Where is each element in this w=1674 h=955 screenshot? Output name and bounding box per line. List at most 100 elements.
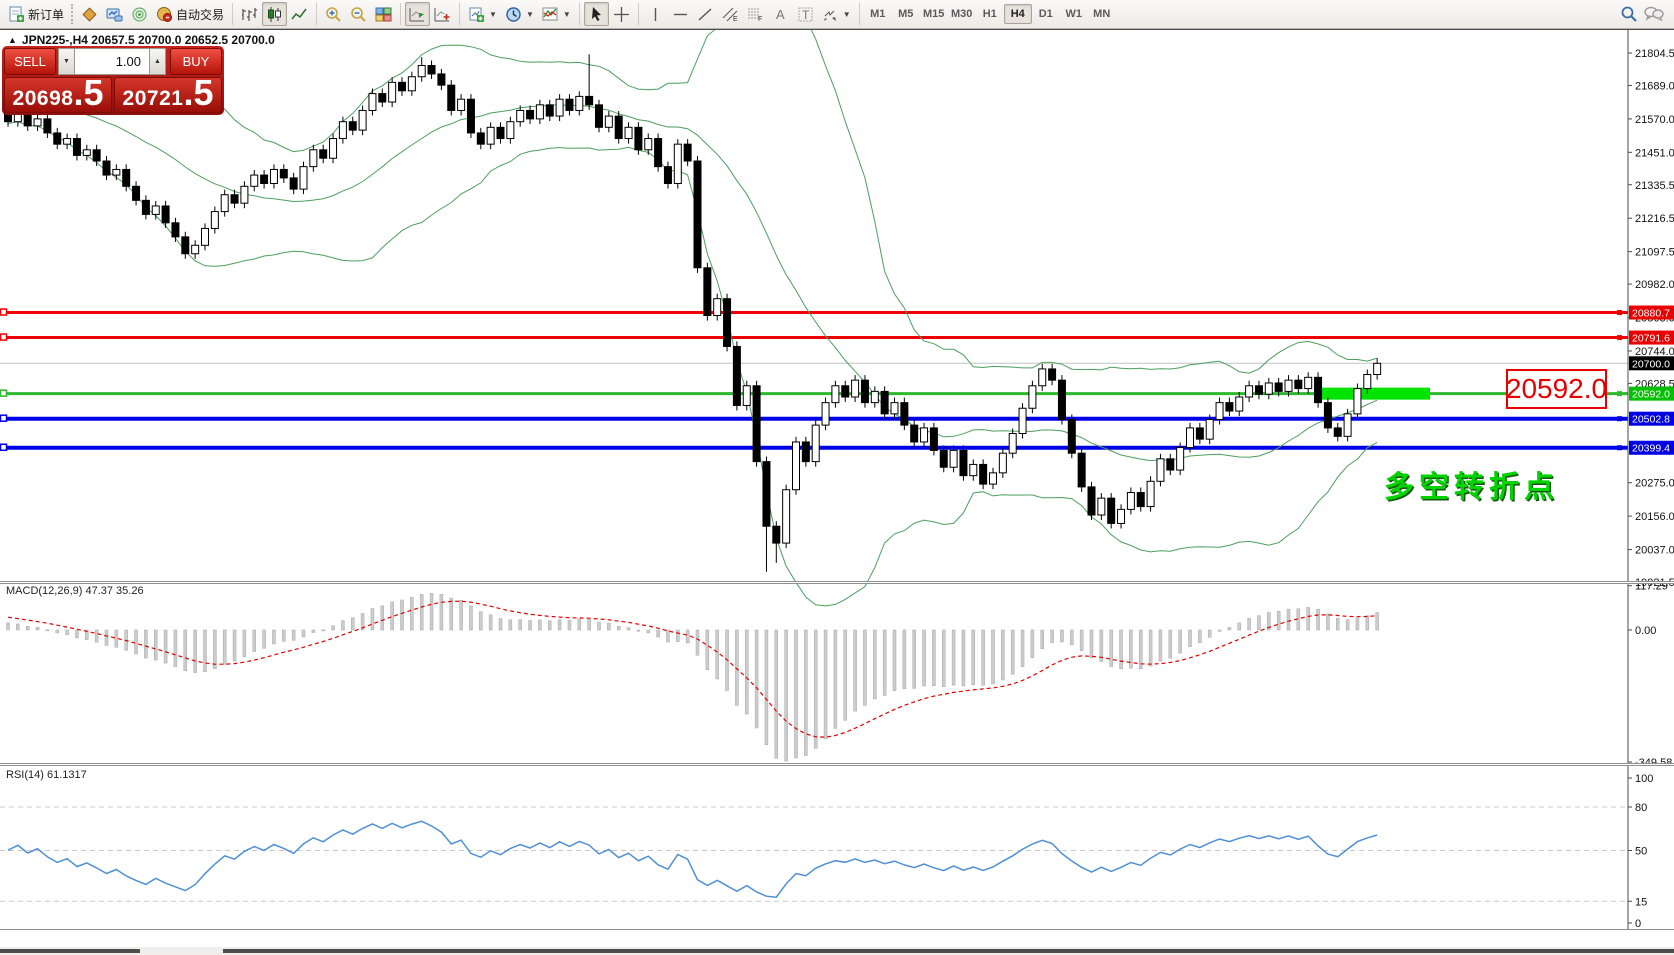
sell-price-display[interactable]: 20698 .5 <box>4 75 112 113</box>
volume-input[interactable]: 1.00 <box>75 48 149 75</box>
price-tag[interactable]: 20502.8 <box>1629 411 1674 426</box>
toolbar-separator <box>316 3 318 25</box>
crosshair-button[interactable] <box>609 2 634 26</box>
fibonacci-button[interactable]: F <box>743 2 768 26</box>
svg-text:21689.0: 21689.0 <box>1635 80 1674 92</box>
macd-signal-line <box>7 600 1378 738</box>
arrows-button[interactable]: ▼ <box>818 2 855 26</box>
tab-timeframe-w1[interactable]: W1 <box>1065 8 1082 20</box>
macd-label: MACD(12,26,9) 47.37 35.26 <box>6 585 144 597</box>
svg-text:21335.5: 21335.5 <box>1635 180 1674 192</box>
price-tag[interactable]: 20791.6 <box>1629 330 1674 345</box>
auto-scroll-button[interactable] <box>405 2 431 26</box>
text-button[interactable]: A <box>768 2 793 26</box>
equidistant-channel-button[interactable]: E <box>718 2 743 26</box>
chart-line-icon <box>291 6 308 23</box>
bollinger-middle-band <box>7 102 1378 462</box>
autotrade-button[interactable]: 自动交易 <box>152 2 228 26</box>
rsi-panel-separator[interactable] <box>0 763 1674 766</box>
support-highlight-rect[interactable] <box>1320 387 1430 400</box>
buy-price-display[interactable]: 20721 .5 <box>114 75 222 113</box>
trendline-button[interactable] <box>693 2 718 26</box>
zoom-out-button[interactable] <box>346 2 371 26</box>
sell-button[interactable]: SELL <box>4 48 56 75</box>
toolbar-separator <box>637 3 639 25</box>
cursor-button[interactable] <box>583 2 609 26</box>
zoom-out-icon <box>350 6 367 23</box>
buy-button[interactable]: BUY <box>170 48 222 75</box>
market-watch-icon <box>106 6 123 23</box>
price-annotation-box[interactable]: 20592.0 <box>1506 369 1607 409</box>
macd-panel-separator[interactable] <box>0 581 1674 584</box>
chart-bars-icon <box>241 6 258 23</box>
svg-text:20700.0: 20700.0 <box>1632 358 1670 370</box>
community-chat-icon[interactable] <box>1644 5 1664 23</box>
new-order-button[interactable]: 新订单 <box>4 2 68 26</box>
svg-text:20791.6: 20791.6 <box>1632 333 1670 345</box>
tile-windows-button[interactable] <box>371 2 396 26</box>
rsi-label: RSI(14) 61.1317 <box>6 769 87 781</box>
svg-text:20275.0: 20275.0 <box>1635 478 1674 490</box>
toolbar-separator <box>232 3 234 25</box>
new-chart-button[interactable]: ▼ <box>464 2 501 26</box>
candles-layer <box>4 54 1382 572</box>
dropdown-caret: ▼ <box>842 9 851 19</box>
tab-timeframe-h4[interactable]: H4 <box>1003 4 1032 24</box>
chart-candles-button[interactable] <box>262 2 288 26</box>
zoom-in-button[interactable] <box>321 2 346 26</box>
buy-price-int: 20721 <box>122 87 184 110</box>
new-order-icon <box>8 6 25 23</box>
macd-panel: 117.290.00-349.58 <box>1627 581 1672 769</box>
profile-button[interactable] <box>77 2 102 26</box>
tab-timeframe-m15[interactable]: M15 <box>923 8 945 20</box>
scrollbar-thumb[interactable] <box>223 949 1674 953</box>
horizontal-scrollbar[interactable] <box>0 947 1674 955</box>
svg-text:21451.0: 21451.0 <box>1635 147 1674 159</box>
price-tag[interactable]: 20700.0 <box>1629 356 1674 371</box>
price-tag[interactable]: 20880.7 <box>1629 305 1674 320</box>
horizontal-line-icon <box>672 6 689 23</box>
tab-timeframe-m5[interactable]: M5 <box>898 8 914 20</box>
time-axis[interactable] <box>0 931 1674 947</box>
volume-decrease-button[interactable]: ▼ <box>58 48 75 75</box>
autotrade-icon <box>156 6 173 23</box>
price-tag[interactable]: 20592.0 <box>1629 386 1674 401</box>
tab-timeframe-m1[interactable]: M1 <box>870 8 886 20</box>
signals-button[interactable] <box>127 2 152 26</box>
periods-button[interactable]: ▼ <box>501 2 538 26</box>
signals-icon <box>131 6 148 23</box>
price-tag[interactable]: 20399.4 <box>1629 440 1674 455</box>
svg-text:21804.5: 21804.5 <box>1635 48 1674 60</box>
new-chart-icon <box>468 6 485 23</box>
tab-timeframe-d1[interactable]: D1 <box>1038 8 1053 20</box>
turning-point-note[interactable]: 多空转折点 <box>1384 471 1559 504</box>
svg-text:E: E <box>733 16 738 23</box>
search-icon[interactable] <box>1620 5 1638 23</box>
svg-text:T: T <box>802 8 810 22</box>
chart-candles-icon <box>266 6 283 23</box>
svg-text:20592.0: 20592.0 <box>1632 389 1670 401</box>
collapse-triangle-icon[interactable]: ▲ <box>8 35 17 45</box>
market-watch-button[interactable] <box>102 2 127 26</box>
toolbar-separator <box>858 3 860 25</box>
indicators-icon <box>542 6 559 23</box>
text-label-icon: T <box>797 6 814 23</box>
chart-shift-button[interactable] <box>430 2 455 26</box>
toolbar-separator <box>400 3 402 25</box>
chart-bars-button[interactable] <box>237 2 262 26</box>
zoom-in-icon <box>325 6 342 23</box>
chart-line-button[interactable] <box>287 2 312 26</box>
indicators-button[interactable]: ▼ <box>538 2 575 26</box>
horizontal-line-button[interactable] <box>668 2 693 26</box>
svg-text:20880.7: 20880.7 <box>1632 308 1670 320</box>
vertical-line-button[interactable] <box>643 2 668 26</box>
dropdown-caret: ▼ <box>489 9 497 19</box>
arrows-icon <box>822 6 839 23</box>
volume-increase-button[interactable]: ▲ <box>149 48 166 75</box>
tab-timeframe-m30[interactable]: M30 <box>951 8 973 20</box>
text-label-button[interactable]: T <box>793 2 818 26</box>
tab-timeframe-mn[interactable]: MN <box>1093 8 1111 20</box>
horizontal-lines-layer[interactable] <box>0 308 1628 451</box>
tab-timeframe-h1[interactable]: H1 <box>982 8 997 20</box>
svg-text:20399.4: 20399.4 <box>1632 443 1670 455</box>
